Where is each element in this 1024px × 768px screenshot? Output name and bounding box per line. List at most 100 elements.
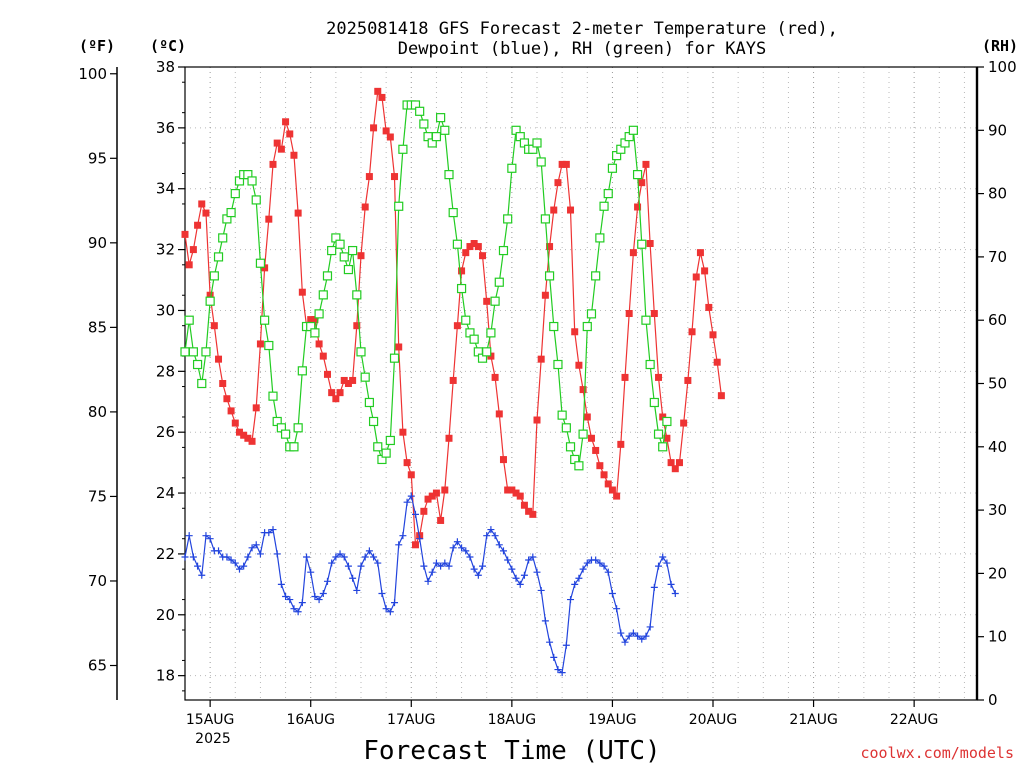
temperature-point <box>634 203 642 211</box>
temperature-point <box>537 355 545 363</box>
temperature-point <box>206 291 214 299</box>
celsius-tick-label: 36 <box>156 119 175 137</box>
rh-point <box>436 113 446 123</box>
rh-point <box>536 157 546 167</box>
rh-point <box>507 163 517 173</box>
temperature-point <box>378 93 386 101</box>
dewpoint-point <box>365 547 373 555</box>
dewpoint-point <box>361 553 369 561</box>
rh-point <box>385 435 395 446</box>
dewpoint-point <box>269 526 277 534</box>
dewpoint-point <box>353 586 361 594</box>
temperature-point <box>587 434 595 442</box>
dewpoint-point <box>646 623 654 631</box>
temperature-point <box>349 376 357 384</box>
rh-point <box>381 448 391 458</box>
dewpoint-point <box>206 535 214 543</box>
dewpoint-point <box>663 559 671 567</box>
dewpoint-point <box>462 547 470 555</box>
temperature-point <box>319 352 327 360</box>
dewpoint-point <box>323 577 331 585</box>
rh-point <box>586 309 597 319</box>
dewpoint-point <box>244 553 252 561</box>
year-label: 2025 <box>195 731 231 747</box>
dewpoint-point <box>319 589 327 597</box>
rh-point <box>327 245 337 256</box>
temperature-point <box>428 492 436 500</box>
celsius-tick-label: 30 <box>156 301 175 319</box>
gridlines <box>185 66 977 700</box>
temperature-point <box>617 440 625 448</box>
rh-tick-label: 80 <box>988 185 1007 203</box>
temperature-point <box>441 486 449 494</box>
rh-tick-label: 20 <box>988 564 1007 582</box>
temperature-point <box>650 310 658 318</box>
rh-point <box>456 283 467 294</box>
celsius-tick-label: 34 <box>156 180 175 198</box>
temperature-point <box>332 395 340 403</box>
x-tick-label: 16AUG <box>286 712 335 728</box>
dewpoint-point <box>634 632 642 640</box>
dewpoint-point <box>583 559 591 567</box>
dewpoint-point <box>625 632 633 640</box>
dewpoint-point <box>378 589 386 597</box>
dewpoint-point <box>382 605 390 613</box>
dewpoint-point <box>416 535 424 543</box>
temperature-point <box>382 127 390 135</box>
dewpoint-point <box>499 547 507 555</box>
dewpoint-point <box>437 562 445 570</box>
dewpoint-point <box>638 635 646 643</box>
temperature-point <box>638 179 646 187</box>
rh-point <box>373 442 383 452</box>
temperature-point <box>629 249 637 257</box>
dewpoint-point <box>504 556 512 564</box>
rh-point <box>356 347 366 357</box>
dewpoint-point <box>520 571 528 579</box>
temperature-point <box>265 215 273 223</box>
dewpoint-point <box>286 596 294 604</box>
fahrenheit-tick-label: 95 <box>88 149 107 167</box>
axes: 18 20 22 24 26 28 30 32 34 36 38 65 70 75 80 85 90 95 100 0… <box>78 58 1016 728</box>
dewpoint-point <box>194 562 202 570</box>
dewpoint-point <box>449 544 457 552</box>
dewpoint-point <box>529 553 537 561</box>
dewpoint-point <box>336 550 344 558</box>
temperature-point <box>261 264 269 272</box>
dewpoint-point <box>185 532 193 540</box>
dewpoint-point <box>428 568 436 576</box>
celsius-tick-label: 24 <box>156 484 175 502</box>
temperature-point <box>696 249 704 257</box>
temperature-point <box>541 291 549 299</box>
temperature-point <box>655 373 663 381</box>
dewpoint-point <box>642 632 650 640</box>
temperature-point <box>692 273 700 281</box>
rh-point <box>348 245 358 256</box>
rh-tick-label: 90 <box>988 121 1007 139</box>
dewpoint-point <box>470 565 478 573</box>
fahrenheit-unit-label: (ºF) <box>79 37 115 55</box>
rh-point <box>310 328 320 338</box>
celsius-tick-label: 28 <box>156 362 175 380</box>
temperature-point <box>717 392 725 400</box>
rh-point <box>595 233 605 243</box>
rh-point <box>557 410 567 420</box>
dewpoint-point <box>181 553 189 561</box>
celsius-tick-label: 18 <box>156 667 175 685</box>
rh-point <box>448 207 458 218</box>
x-tick-label: 18AUG <box>488 712 537 728</box>
temperature-point <box>282 118 290 126</box>
celsius-tick-label: 32 <box>156 241 175 259</box>
rh-point <box>578 429 588 439</box>
rh-point <box>649 397 659 408</box>
rh-point <box>628 125 638 135</box>
temperature-point <box>625 310 633 318</box>
dewpoint-point <box>667 580 675 588</box>
rh-point <box>486 328 496 338</box>
temperature-point <box>353 322 361 330</box>
x-tick-label: 15AUG <box>186 712 235 728</box>
temperature-point <box>709 331 717 339</box>
rh-tick-label: 60 <box>988 311 1007 329</box>
dewpoint-point <box>407 492 415 500</box>
rh-point <box>314 309 324 319</box>
temperature-point <box>663 434 671 442</box>
